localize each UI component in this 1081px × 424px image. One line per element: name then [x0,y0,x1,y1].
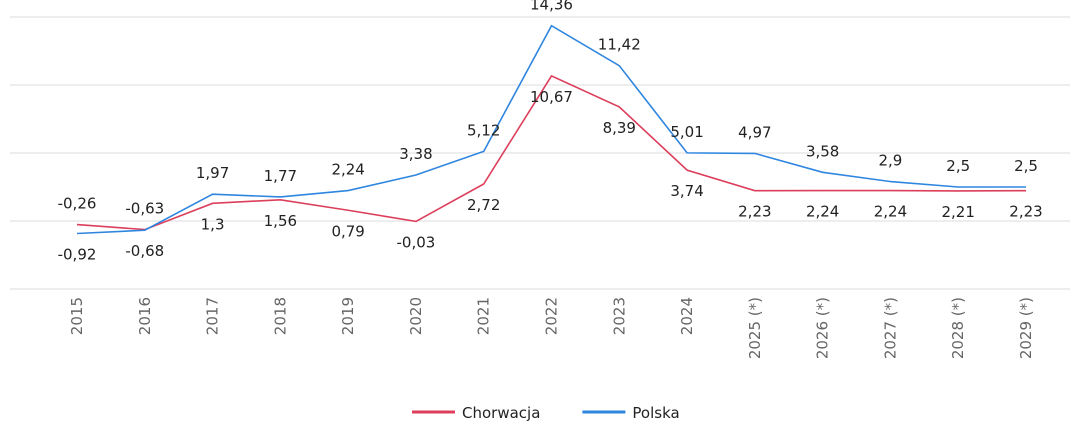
data-label: 1,77 [264,167,297,185]
x-tick-label: 2024 [678,297,696,335]
x-tick-label: 2025 (*) [746,297,764,359]
data-label: 10,67 [530,88,573,106]
data-label: 2,24 [331,161,364,179]
legend-label: Chorwacja [462,404,540,422]
data-label: 2,23 [738,203,771,221]
data-label: -0,63 [125,200,164,218]
data-label: 2,21 [942,203,975,221]
data-label: 2,5 [946,157,970,175]
data-label: -0,92 [58,246,97,264]
x-tick-label: 2023 [610,297,628,335]
data-label: -0,26 [58,195,97,213]
x-tick-label: 2018 [271,297,289,335]
x-tick-label: 2027 (*) [881,297,899,359]
data-label: 2,23 [1009,203,1042,221]
data-label: 2,9 [878,152,902,170]
data-label: -0,68 [125,242,164,260]
x-tick-label: 2029 (*) [1017,297,1035,359]
data-label: 3,58 [806,142,839,160]
x-tick-label: 2021 [475,297,493,335]
x-tick-label: 2026 (*) [814,297,832,359]
data-label: 11,42 [598,36,641,54]
series-line [76,74,1027,231]
data-label: 3,38 [399,145,432,163]
x-tick-label: 2017 [204,297,222,335]
data-label: 2,24 [806,203,839,221]
data-label: 0,79 [331,222,364,240]
legend-label: Polska [632,404,679,422]
x-tick-label: 2015 [68,297,86,335]
x-tick-label: 2016 [136,297,154,335]
x-tick-label: 2019 [339,297,357,335]
data-label: -0,03 [397,233,436,251]
x-tick-label: 2020 [407,297,425,335]
data-label: 4,97 [738,123,771,141]
data-label: 2,72 [467,196,500,214]
data-label: 14,36 [530,0,573,14]
data-label: 2,5 [1014,157,1038,175]
x-tick-label: 2028 (*) [949,297,967,359]
x-tick-label: 2022 [543,297,561,335]
series-line [76,24,1026,235]
data-label: 1,97 [196,164,229,182]
data-label: 5,01 [670,123,703,141]
data-label: 1,56 [264,212,297,230]
data-label: 3,74 [670,182,703,200]
data-label: 2,24 [874,203,907,221]
data-label: 8,39 [603,119,636,137]
data-label: 1,3 [201,215,225,233]
data-label: 5,12 [467,121,500,139]
